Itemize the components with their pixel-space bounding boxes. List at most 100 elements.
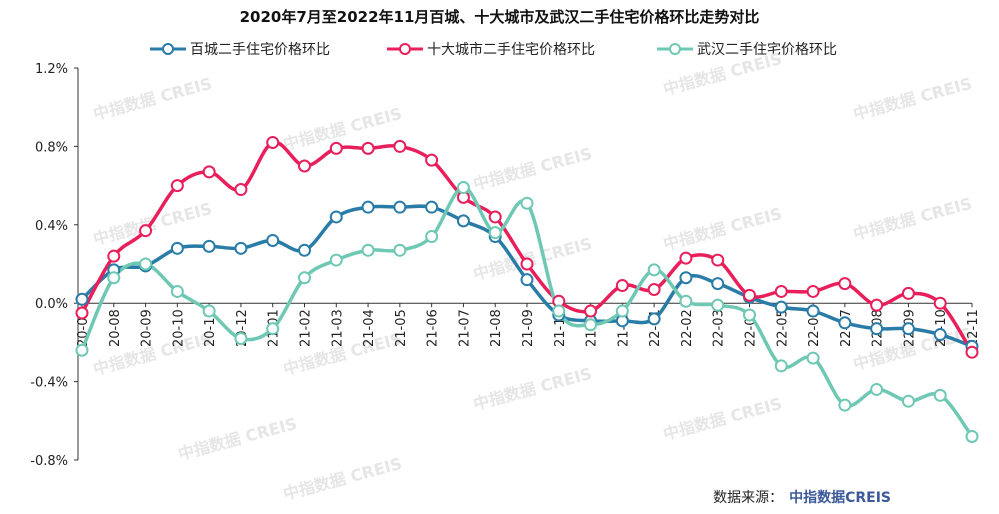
data-point-s2-21-03 (329, 253, 343, 267)
x-tick-label: 21-02 (299, 309, 314, 347)
data-point-s0-21-09 (520, 273, 534, 287)
x-tick-label: 20-11 (203, 309, 218, 347)
data-point-s2-20-10 (170, 284, 184, 298)
data-point-s2-22-01 (647, 263, 661, 277)
data-point-s0-22-05 (774, 300, 788, 314)
watermark-6: 中指数据 CREIS (661, 204, 784, 254)
x-tick-label: 22-02 (680, 309, 695, 347)
data-point-s1-22-01 (647, 282, 661, 296)
data-point-s1-20-08 (107, 249, 121, 263)
data-point-s1-22-03 (711, 253, 725, 267)
data-point-s1-21-02 (298, 159, 311, 173)
data-point-s1-22-02 (679, 251, 693, 265)
data-point-s2-22-07 (838, 398, 852, 412)
legend-label-baicheng: 百城二手住宅价格环比 (190, 42, 330, 58)
data-point-s1-21-08 (488, 210, 502, 224)
data-point-s1-21-05 (393, 139, 407, 153)
data-point-s2-20-12 (234, 331, 248, 345)
data-point-s1-21-03 (329, 141, 343, 155)
data-point-s2-22-11 (965, 429, 979, 443)
x-tick-label: 21-04 (362, 309, 377, 347)
data-point-s2-20-07 (75, 343, 89, 357)
legend-item-baicheng: 百城二手住宅价格环比 (148, 38, 330, 60)
x-tick-label: 22-10 (934, 309, 949, 347)
data-point-s2-22-03 (711, 298, 725, 312)
x-tick-label: 22-11 (966, 309, 981, 347)
data-point-s1-22-06 (806, 284, 820, 298)
data-point-s0-21-03 (329, 210, 343, 224)
watermark-3: 中指数据 CREIS (851, 74, 974, 124)
data-point-s1-21-01 (266, 135, 280, 149)
data-point-s0-22-03 (711, 277, 725, 291)
x-tick-label: 21-05 (394, 309, 409, 347)
watermark-13: 中指数据 CREIS (471, 364, 594, 414)
watermark-1: 中指数据 CREIS (471, 144, 594, 194)
data-point-s0-21-02 (298, 243, 311, 257)
data-point-s2-21-04 (361, 243, 375, 257)
data-point-s0-22-08 (870, 322, 884, 336)
data-point-s1-22-04 (743, 288, 756, 302)
data-point-s2-21-11 (584, 318, 598, 332)
data-point-s1-22-07 (838, 277, 852, 291)
data-point-s1-20-07 (75, 306, 89, 320)
legend-label-wuhan: 武汉二手住宅价格环比 (697, 42, 837, 58)
data-point-s1-22-10 (933, 296, 947, 310)
source-brand: 中指数据CREIS (789, 490, 891, 506)
data-point-s2-21-02 (298, 271, 311, 285)
data-point-s1-21-12 (615, 279, 629, 293)
data-point-s2-21-12 (615, 304, 629, 318)
x-tick-label: 21-09 (521, 309, 536, 347)
data-point-s2-21-07 (456, 181, 470, 195)
legend-label-shida: 十大城市二手住宅价格环比 (427, 42, 595, 58)
data-point-s1-21-04 (361, 141, 375, 155)
legend-item-wuhan: 武汉二手住宅价格环比 (655, 38, 837, 60)
watermark-7: 中指数据 CREIS (851, 194, 974, 244)
chart-title: 2020年7月至2022年11月百城、十大城市及武汉二手住宅价格环比走势对比 (239, 8, 760, 26)
data-point-s2-22-06 (806, 351, 820, 365)
data-point-s0-22-01 (647, 312, 661, 326)
legend-swatch-shida (385, 41, 425, 57)
data-point-s1-22-09 (901, 286, 915, 300)
data-point-s2-22-08 (870, 382, 884, 396)
x-tick-label: 21-03 (330, 309, 345, 347)
x-tick-label: 20-08 (108, 309, 123, 347)
x-tick-label: 21-08 (489, 309, 504, 347)
data-point-s2-22-10 (933, 388, 947, 402)
x-tick-label: 21-06 (426, 309, 441, 347)
data-point-s2-21-09 (520, 196, 534, 210)
y-tick-label: 1.2% (35, 62, 68, 77)
y-tick-label: -0.8% (30, 454, 68, 469)
y-tick-label: -0.4% (30, 376, 68, 391)
y-tick-label: 0.8% (35, 140, 68, 155)
data-point-s2-22-04 (743, 308, 756, 322)
legend-item-shida: 十大城市二手住宅价格环比 (385, 38, 595, 60)
data-point-s2-20-11 (202, 304, 216, 318)
data-point-s1-21-09 (520, 257, 534, 271)
data-source: 数据来源： 中指数据CREIS (713, 487, 891, 507)
data-point-s0-20-11 (202, 239, 216, 253)
data-point-s0-22-07 (838, 316, 852, 330)
x-tick-label: 20-10 (171, 309, 186, 347)
data-point-s2-21-08 (488, 226, 502, 240)
data-point-s0-21-06 (425, 200, 439, 214)
data-point-s0-21-01 (266, 233, 280, 247)
legend-swatch-baicheng (148, 41, 188, 57)
data-point-s2-20-08 (107, 271, 121, 285)
data-point-s2-20-09 (139, 257, 153, 271)
x-tick-label: 21-07 (457, 309, 472, 347)
data-point-s0-20-07 (75, 292, 89, 306)
data-point-s2-21-05 (393, 243, 407, 257)
data-point-s2-22-05 (774, 359, 788, 373)
data-point-s2-21-06 (425, 230, 439, 244)
data-point-s0-21-05 (393, 200, 407, 214)
x-tick-label: 22-05 (775, 309, 790, 347)
data-point-s1-22-08 (870, 298, 884, 312)
data-point-s1-20-10 (170, 179, 184, 193)
legend: 百城二手住宅价格环比 十大城市二手住宅价格环比 武汉二手住宅价格环比 (0, 38, 999, 60)
data-point-s0-20-10 (170, 241, 184, 255)
y-tick-label: 0.4% (35, 219, 68, 234)
source-label: 数据来源： (713, 490, 784, 506)
x-tick-label: 20-09 (140, 309, 155, 347)
data-point-s0-21-04 (361, 200, 375, 214)
data-point-s0-22-06 (806, 304, 820, 318)
